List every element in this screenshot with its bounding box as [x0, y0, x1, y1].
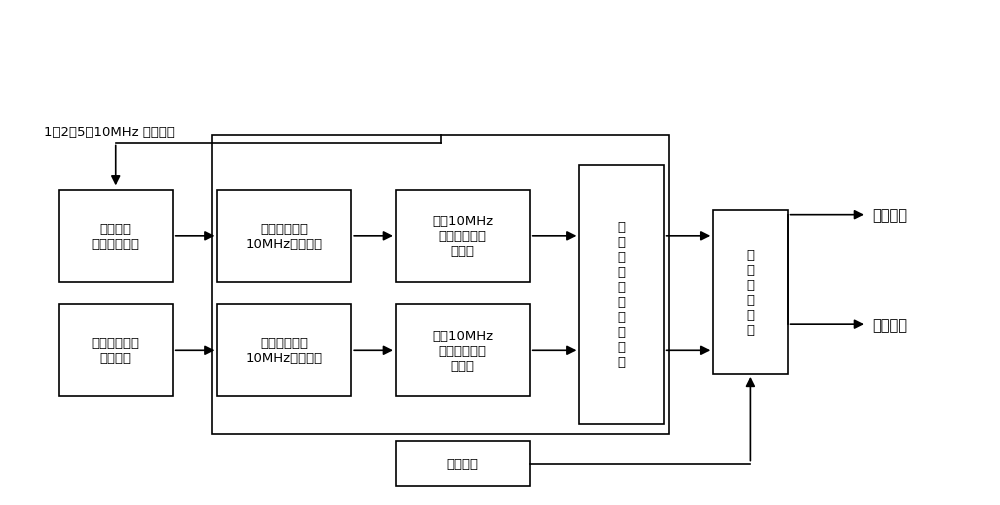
Text: 第二多谐振荡
10MHz选频单元: 第二多谐振荡 10MHz选频单元 — [246, 337, 323, 365]
Bar — [579, 166, 664, 424]
Text: 第二10MHz
带通滤波器放
大单元: 第二10MHz 带通滤波器放 大单元 — [432, 329, 493, 372]
Text: 1、2、5、10MHz 时钟输入: 1、2、5、10MHz 时钟输入 — [44, 125, 175, 138]
Text: 内
外
参
考
时
钟
选
择
单
元: 内 外 参 考 时 钟 选 择 单 元 — [617, 221, 625, 369]
Text: 第一10MHz
带通滤波器放
大单元: 第一10MHz 带通滤波器放 大单元 — [432, 215, 493, 258]
Text: 外部时钟
匹配放大单元: 外部时钟 匹配放大单元 — [92, 222, 140, 250]
Text: 第一多谐振荡
10MHz选频单元: 第一多谐振荡 10MHz选频单元 — [246, 222, 323, 250]
Text: 控制单元: 控制单元 — [447, 457, 479, 470]
Bar — [217, 190, 351, 282]
Bar — [59, 190, 173, 282]
Bar — [396, 441, 530, 486]
Text: 内部时基信号
产生单元: 内部时基信号 产生单元 — [92, 337, 140, 365]
Text: 内部时钟: 内部时钟 — [872, 208, 907, 223]
Bar — [59, 305, 173, 396]
Bar — [217, 305, 351, 396]
Text: 时钟输出: 时钟输出 — [872, 317, 907, 332]
Text: 时
钟
驱
动
单
元: 时 钟 驱 动 单 元 — [746, 248, 754, 336]
Bar — [396, 305, 530, 396]
Bar — [396, 190, 530, 282]
Bar — [212, 136, 669, 434]
Bar — [713, 210, 788, 374]
